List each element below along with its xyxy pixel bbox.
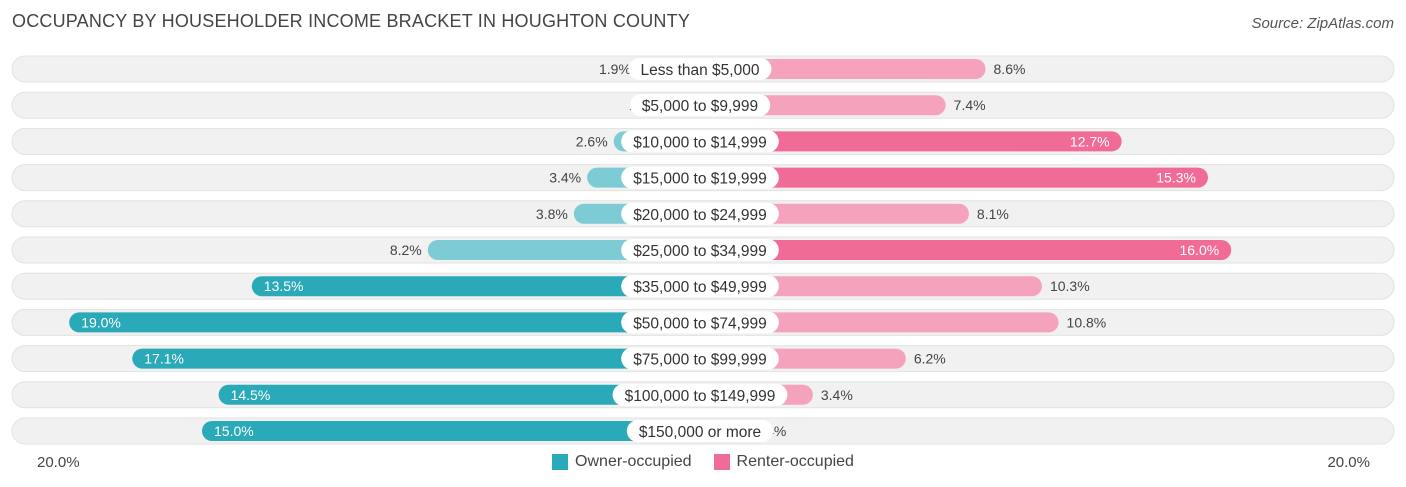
axis-label-right: 20.0% <box>1327 454 1370 471</box>
category-label-bg <box>621 130 779 153</box>
category-label-text: $150,000 or more <box>639 424 761 441</box>
value-label-renter: 10.8% <box>1067 314 1107 330</box>
bar-renter[interactable] <box>700 312 1059 333</box>
category-label-text: $10,000 to $14,999 <box>633 134 767 151</box>
legend-swatch-renter <box>713 454 730 470</box>
category-label: $5,000 to $9,999 <box>629 94 771 117</box>
category-label: Less than $5,000 <box>628 58 772 80</box>
bar-renter[interactable] <box>700 276 1042 297</box>
category-label-text: $50,000 to $74,999 <box>633 315 767 332</box>
category-label-bg <box>628 58 772 80</box>
category-label: $50,000 to $74,999 <box>621 311 779 334</box>
chart-row: 3.8% 8.1% $20,000 to $24,999 <box>11 200 1395 228</box>
category-label-text: Less than $5,000 <box>641 62 760 79</box>
category-label: $15,000 to $19,999 <box>621 166 779 189</box>
value-label-owner: 3.4% <box>549 170 581 186</box>
value-label-renter: 8.1% <box>977 206 1009 222</box>
category-label: $150,000 or more <box>626 420 774 442</box>
category-label: $75,000 to $99,999 <box>621 347 779 370</box>
bar-owner[interactable] <box>202 421 700 441</box>
chart-row: 19.0% 10.8% $50,000 to $74,999 <box>11 308 1395 336</box>
bar-owner[interactable] <box>69 312 700 333</box>
value-label-owner: 3.8% <box>536 206 568 222</box>
category-label: $35,000 to $49,999 <box>621 275 779 298</box>
bar-owner[interactable] <box>132 348 700 369</box>
category-label: $10,000 to $14,999 <box>621 130 779 153</box>
category-label-text: $100,000 to $149,999 <box>625 388 776 405</box>
legend-item-owner[interactable]: Owner-occupied <box>552 453 692 471</box>
chart-row: 3.4% 15.3% $15,000 to $19,999 <box>11 164 1395 192</box>
category-label-text: $15,000 to $19,999 <box>633 171 767 188</box>
bar-owner[interactable] <box>218 384 700 405</box>
bar-renter[interactable] <box>700 59 986 79</box>
axis-label-left: 20.0% <box>37 454 80 471</box>
chart-row: 1.9% 8.6% Less than $5,000 <box>11 55 1395 83</box>
category-label-bg <box>621 166 779 189</box>
category-label: $25,000 to $34,999 <box>621 239 779 261</box>
value-label-renter: 16.0% <box>1179 242 1219 258</box>
value-label-owner: 2.6% <box>576 133 608 149</box>
value-label-renter: 8.6% <box>994 61 1026 77</box>
bar-renter[interactable] <box>700 240 1232 260</box>
category-label-bg <box>621 347 779 370</box>
value-label-renter: 12.7% <box>1070 133 1110 149</box>
bar-renter[interactable] <box>700 131 1122 152</box>
value-label-owner: 13.5% <box>264 278 304 294</box>
chart-source: Source: ZipAtlas.com <box>1251 15 1394 32</box>
value-label-owner: 15.0% <box>214 423 254 439</box>
category-label-text: $5,000 to $9,999 <box>642 98 758 115</box>
category-label-bg <box>629 94 771 117</box>
category-label-bg <box>621 311 779 334</box>
value-label-renter: 10.3% <box>1050 278 1090 294</box>
legend-label-renter: Renter-occupied <box>736 453 854 470</box>
value-label-renter: 3.4% <box>821 387 853 403</box>
chart-row: 2.6% 12.7% $10,000 to $14,999 <box>11 127 1395 155</box>
category-label-bg <box>621 239 779 261</box>
legend: Owner-occupied Renter-occupied <box>0 453 1406 471</box>
category-label-bg <box>621 202 779 225</box>
category-label-text: $20,000 to $24,999 <box>633 207 767 224</box>
category-label-bg <box>621 275 779 298</box>
chart-row: 14.5% 3.4% $100,000 to $149,999 <box>11 381 1395 409</box>
value-label-renter: 15.3% <box>1156 170 1196 186</box>
chart-row: 13.5% 10.3% $35,000 to $49,999 <box>11 272 1395 300</box>
bar-renter[interactable] <box>700 167 1208 188</box>
category-label-text: $25,000 to $34,999 <box>633 243 767 260</box>
value-label-renter: 7.4% <box>954 97 986 113</box>
chart-row: 8.2% 16.0% $25,000 to $34,999 <box>11 236 1395 264</box>
legend-label-owner: Owner-occupied <box>575 453 692 470</box>
chart-title: OCCUPANCY BY HOUSEHOLDER INCOME BRACKET … <box>12 11 691 31</box>
value-label-owner: 19.0% <box>81 314 121 330</box>
category-label-bg <box>612 383 788 406</box>
chart-row: 1.0%7.4%$5,000 to $9,999 <box>11 91 1395 119</box>
legend-swatch-owner <box>552 454 569 470</box>
legend-item-renter[interactable]: Renter-occupied <box>713 453 854 471</box>
chart-row: 17.1% 6.2% $75,000 to $99,999 <box>11 345 1395 373</box>
value-label-owner: 17.1% <box>144 351 184 367</box>
value-label-owner: 1.9% <box>599 61 631 77</box>
category-label-text: $75,000 to $99,999 <box>633 352 767 369</box>
value-label-owner: 14.5% <box>231 387 271 403</box>
value-label-renter: 6.2% <box>914 351 946 367</box>
category-label-text: $35,000 to $49,999 <box>633 279 767 296</box>
category-label: $20,000 to $24,999 <box>621 202 779 225</box>
value-label-owner: 8.2% <box>390 242 422 258</box>
chart-row: 15.0%1.4%$150,000 or more <box>11 417 1395 445</box>
category-label: $100,000 to $149,999 <box>612 383 788 406</box>
category-label-bg <box>626 420 774 442</box>
bar-owner[interactable] <box>251 276 701 297</box>
